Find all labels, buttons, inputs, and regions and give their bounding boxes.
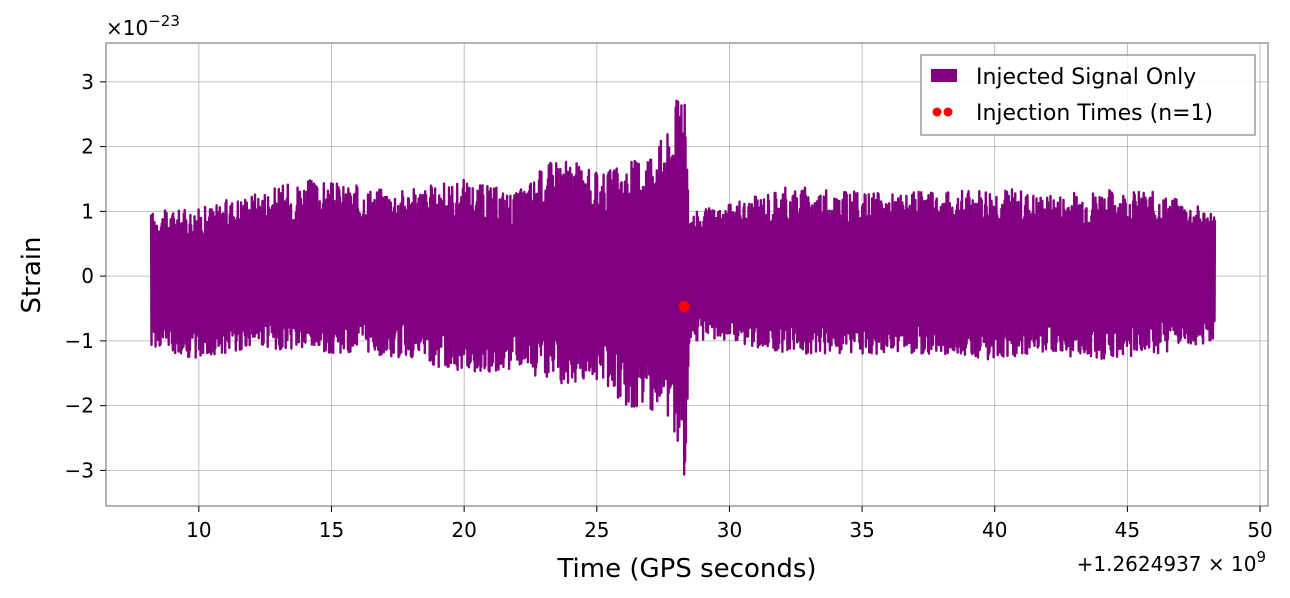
- legend: Injected Signal Only Injection Times (n=…: [920, 54, 1256, 136]
- legend-label-injected-signal: Injected Signal Only: [976, 65, 1196, 90]
- x-axis-label: Time (GPS seconds): [556, 554, 816, 584]
- x-tick-label: 10: [186, 518, 211, 542]
- plot-area: [149, 99, 1217, 476]
- y-tick-label: 0: [81, 264, 94, 288]
- y-tick-label: −1: [65, 329, 94, 353]
- y-multiplier: ×10−23: [106, 12, 180, 40]
- legend-swatch-injected-signal: [931, 69, 957, 82]
- x-offset: +1.2624937 × 109: [1077, 548, 1266, 576]
- legend-marker-injection-times: [943, 107, 953, 117]
- legend-box: [920, 54, 1256, 136]
- x-tick-label: 50: [1247, 518, 1272, 542]
- legend-marker-injection-times: [932, 107, 942, 117]
- x-tick-label: 35: [849, 518, 874, 542]
- series-injected-signal-line: [149, 99, 1217, 476]
- x-tick-label: 30: [717, 518, 742, 542]
- legend-label-injection-times: Injection Times (n=1): [976, 101, 1213, 126]
- axis-ticks: 10 15 20 25 30 35 40 45 50 −3 −2 −1 0 1 2 3: [65, 70, 1273, 542]
- x-tick-label: 20: [451, 518, 476, 542]
- y-tick-label: −2: [65, 394, 94, 418]
- x-tick-label: 40: [982, 518, 1007, 542]
- y-axis-label: Strain: [17, 236, 47, 313]
- x-tick-label: 45: [1115, 518, 1140, 542]
- x-tick-label: 25: [584, 518, 609, 542]
- injection-time-marker: [678, 301, 690, 313]
- x-tick-label: 15: [319, 518, 344, 542]
- y-tick-label: 2: [81, 135, 94, 159]
- y-tick-label: 3: [81, 70, 94, 94]
- y-tick-label: 1: [81, 199, 94, 223]
- plot-frame: [105, 42, 1269, 507]
- y-tick-label: −3: [65, 458, 94, 482]
